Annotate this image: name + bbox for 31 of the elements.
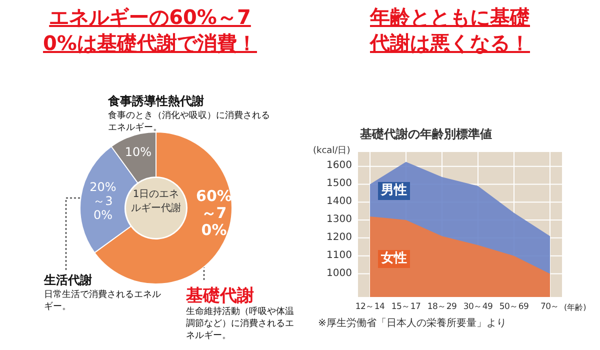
series-label: 男性 bbox=[378, 182, 410, 200]
y-axis-title: (kcal/日) bbox=[313, 145, 350, 157]
y-tick-label: 1200 bbox=[326, 230, 352, 245]
x-axis-title: (年齢) bbox=[564, 302, 586, 313]
text: 60%～70% bbox=[195, 187, 233, 239]
text: 20%～30% bbox=[88, 180, 118, 222]
y-tick-label: 1000 bbox=[326, 266, 352, 281]
text: 1日のエネルギー代謝 bbox=[130, 188, 182, 216]
x-tick-label: 15～17 bbox=[390, 301, 422, 313]
y-tick-label: 1500 bbox=[326, 177, 352, 192]
y-tick-label: 1600 bbox=[326, 159, 352, 174]
y-tick-label: 1400 bbox=[326, 195, 352, 210]
y-tick-label: 1100 bbox=[326, 248, 352, 263]
slice-label: 基礎代謝 bbox=[186, 285, 255, 306]
chart-title: 年齢とともに基礎代謝は悪くなる！ bbox=[368, 4, 531, 56]
slice-label: 生活代謝 bbox=[44, 272, 93, 289]
y-tick-label: 1300 bbox=[326, 213, 352, 228]
text: 食事のとき（消化や吸収）に消費されるエネルギー。 bbox=[108, 110, 271, 134]
text: ※厚生労働省「日本人の栄養所要量」より bbox=[318, 316, 506, 330]
chart-subtitle: 基礎代謝の年齢別標準値 bbox=[360, 126, 493, 143]
x-tick-label: 18～29 bbox=[426, 301, 458, 313]
series-label: 女性 bbox=[378, 250, 410, 268]
slice-label: 食事誘導性熱代謝 bbox=[108, 93, 205, 110]
text: 日常生活で消費されるエネルギー。 bbox=[44, 289, 162, 313]
chart-title: エネルギーの60%～70%は基礎代謝で消費！ bbox=[42, 4, 258, 56]
x-tick-label: 50～69 bbox=[498, 301, 530, 313]
x-tick-label: 30～49 bbox=[462, 301, 494, 313]
x-tick-label: 12～14 bbox=[354, 301, 386, 313]
text: 生命維持活動（呼吸や体温調節など）に消費されるエネルギー。 bbox=[186, 306, 295, 342]
data-label: 10% bbox=[124, 145, 153, 160]
x-tick-label: 70～ bbox=[540, 302, 560, 312]
